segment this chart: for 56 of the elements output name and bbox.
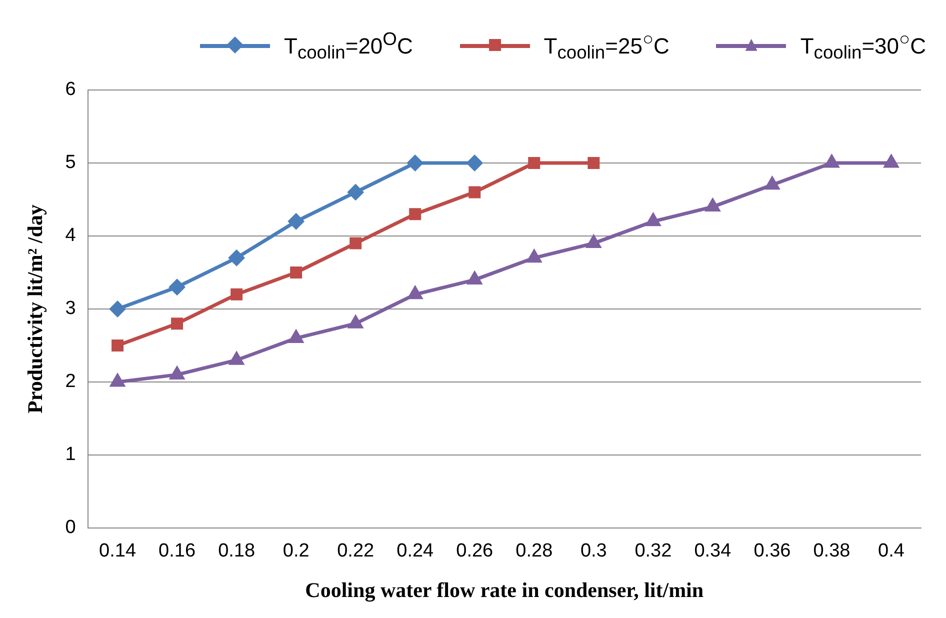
x-tick-label: 0.24 (396, 540, 434, 562)
y-tick-label: 6 (65, 79, 76, 100)
point (230, 288, 243, 300)
point (468, 186, 481, 198)
point (290, 266, 302, 278)
point (528, 157, 540, 169)
point (407, 155, 423, 171)
y-tick-label: 0 (65, 517, 76, 538)
point (228, 250, 244, 266)
point (350, 237, 362, 250)
x-tick-label: 0.26 (456, 540, 494, 562)
point (169, 279, 185, 295)
y-tick-label: 2 (65, 371, 76, 392)
x-tick-label: 0.16 (158, 540, 196, 562)
point (348, 184, 364, 200)
x-tick-label: 0.2 (282, 540, 310, 562)
point (468, 272, 482, 285)
point (348, 316, 363, 328)
point (824, 155, 839, 168)
point (112, 340, 124, 352)
y-axis-title: Productivity lit/m² /day (23, 204, 48, 414)
point (110, 301, 126, 317)
point (289, 330, 304, 343)
legend-label: T$_{coolin}$=30$^{○}$C (800, 28, 926, 64)
legend-label: T$_{coolin}$=25$^{○}$C (544, 28, 670, 64)
x-tick-label: 0.34 (694, 540, 732, 562)
point (466, 155, 482, 171)
point (884, 155, 898, 168)
x-tick-label: 0.38 (813, 540, 850, 562)
point (765, 177, 780, 190)
y-tick-label: 4 (65, 225, 76, 246)
y-tick-label: 5 (65, 152, 76, 174)
point (408, 286, 422, 300)
point (646, 214, 660, 226)
point (230, 352, 244, 365)
point (409, 208, 422, 220)
x-tick-label: 0.22 (337, 540, 374, 562)
x-tick-label: 0.36 (754, 540, 791, 562)
point (110, 374, 124, 387)
y-tick-label: 1 (65, 444, 76, 466)
point (288, 214, 304, 230)
x-tick-label: 0.18 (218, 540, 256, 562)
x-tick-label: 0.4 (878, 540, 905, 562)
x-tick-label: 0.3 (580, 540, 607, 562)
x-tick-label: 0.14 (99, 540, 136, 562)
legend-label: T$_{coolin}$=20$^{O}$C (284, 28, 413, 64)
point (527, 250, 542, 263)
y-tick-label: 3 (65, 298, 76, 320)
point (706, 199, 720, 212)
x-axis-title: Cooling water flow rate in condenser, lit/min (305, 578, 704, 602)
x-tick-label: 0.28 (516, 540, 553, 562)
point (170, 366, 184, 380)
point (588, 157, 600, 169)
x-tick-label: 0.32 (634, 540, 672, 562)
point (586, 236, 601, 248)
point (171, 318, 184, 330)
